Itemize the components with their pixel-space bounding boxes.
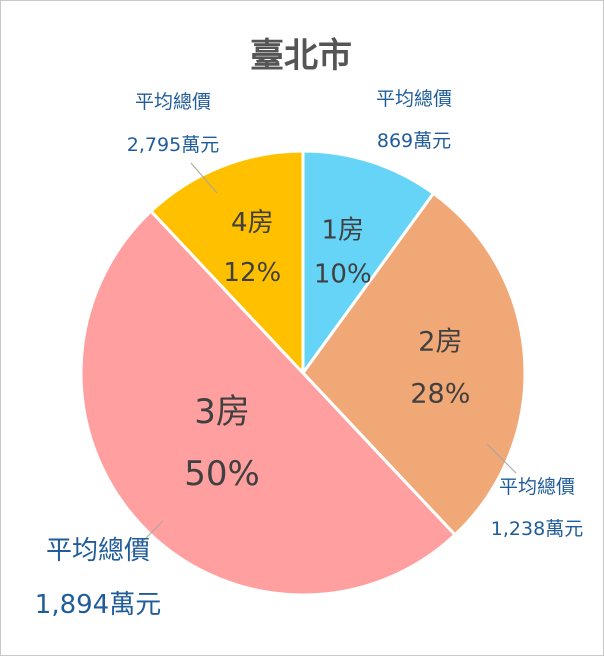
price-value: 1,894萬元: [35, 590, 161, 620]
price-caption: 平均總價: [499, 476, 575, 498]
slice-percent-label: 28%: [410, 378, 470, 409]
price-caption: 平均總價: [135, 91, 211, 113]
pie-slice: [79, 209, 458, 597]
leader-line: [486, 443, 517, 474]
leader-line: [190, 162, 218, 194]
slice-category-label: 3房: [194, 392, 250, 432]
price-value: 2,795萬元: [127, 134, 219, 156]
price-value: 869萬元: [377, 130, 451, 152]
slice-category-label: 1房: [322, 216, 365, 246]
pie-slice: [301, 191, 527, 537]
slice-percent-label: 50%: [184, 454, 260, 494]
chart-title: 臺北市: [250, 36, 352, 76]
leader-line: [130, 520, 164, 554]
price-value: 1,238萬元: [491, 518, 583, 540]
pie-slice: [301, 149, 436, 378]
pie-slice: [148, 149, 305, 377]
pie-slices: [79, 149, 527, 597]
slice-category-label: 2房: [418, 326, 462, 357]
slice-percent-label: 10%: [314, 260, 372, 290]
price-annotations: 平均總價869萬元平均總價1,238萬元平均總價1,894萬元平均總價2,795…: [35, 88, 583, 620]
leader-lines: [130, 162, 517, 554]
price-caption: 平均總價: [376, 88, 452, 110]
slice-category-label: 4房: [231, 208, 274, 238]
slice-percent-label: 12%: [223, 258, 281, 288]
slice-labels: 1房 10% 2房 28% 3房 50% 4房 12%: [184, 208, 470, 494]
price-caption: 平均總價: [46, 536, 150, 566]
